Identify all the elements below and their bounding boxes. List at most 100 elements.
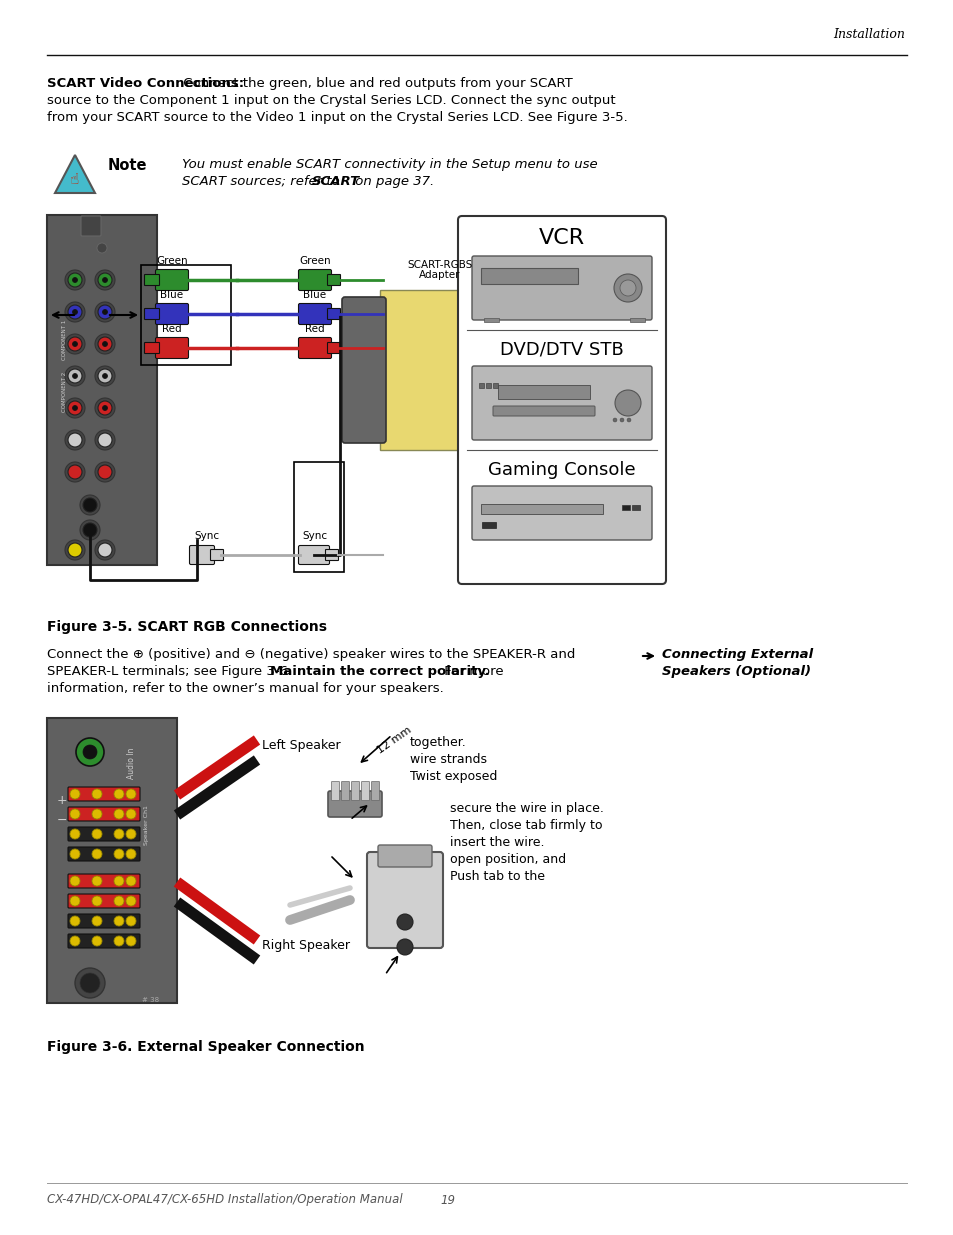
FancyBboxPatch shape: [327, 309, 340, 320]
FancyBboxPatch shape: [459, 356, 468, 364]
Text: on page 37.: on page 37.: [351, 175, 434, 188]
FancyBboxPatch shape: [144, 309, 159, 320]
Circle shape: [68, 466, 82, 479]
Text: together.: together.: [410, 736, 466, 748]
FancyBboxPatch shape: [298, 304, 331, 325]
Circle shape: [91, 848, 102, 860]
Circle shape: [91, 936, 102, 946]
Text: source to the Component 1 input on the Crystal Series LCD. Connect the sync outp: source to the Component 1 input on the C…: [47, 94, 615, 107]
FancyBboxPatch shape: [325, 550, 338, 561]
Circle shape: [80, 520, 100, 540]
Text: # 38: # 38: [142, 997, 159, 1003]
Circle shape: [113, 848, 124, 860]
Circle shape: [68, 401, 82, 415]
Circle shape: [65, 540, 85, 559]
Text: For more: For more: [439, 664, 503, 678]
FancyBboxPatch shape: [68, 894, 140, 908]
FancyBboxPatch shape: [459, 427, 468, 436]
FancyBboxPatch shape: [327, 274, 340, 285]
Circle shape: [65, 303, 85, 322]
FancyBboxPatch shape: [459, 410, 468, 419]
Polygon shape: [55, 156, 95, 193]
Circle shape: [102, 373, 108, 378]
Circle shape: [113, 809, 124, 819]
FancyBboxPatch shape: [457, 216, 665, 584]
FancyBboxPatch shape: [379, 290, 459, 450]
FancyBboxPatch shape: [480, 504, 602, 514]
Text: Figure 3-5. SCART RGB Connections: Figure 3-5. SCART RGB Connections: [47, 620, 327, 634]
Circle shape: [91, 876, 102, 885]
FancyBboxPatch shape: [629, 317, 644, 322]
Text: You must enable SCART connectivity in the Setup menu to use: You must enable SCART connectivity in th…: [182, 158, 597, 170]
Circle shape: [70, 876, 80, 885]
Text: Speakers (Optional): Speakers (Optional): [661, 664, 810, 678]
Text: Installation: Installation: [832, 28, 904, 42]
Text: Blue: Blue: [160, 290, 183, 300]
Text: Sync: Sync: [194, 531, 219, 541]
FancyBboxPatch shape: [68, 847, 140, 861]
FancyBboxPatch shape: [341, 296, 386, 443]
Text: VCR: VCR: [538, 228, 584, 248]
FancyBboxPatch shape: [459, 373, 468, 383]
FancyBboxPatch shape: [47, 215, 157, 564]
Text: open position, and: open position, and: [450, 853, 565, 866]
FancyBboxPatch shape: [68, 787, 140, 802]
Circle shape: [95, 462, 115, 482]
Text: COMPONENT 2: COMPONENT 2: [63, 372, 68, 412]
Text: SCART-RGBS: SCART-RGBS: [407, 261, 472, 270]
Circle shape: [68, 337, 82, 351]
Circle shape: [95, 540, 115, 559]
Circle shape: [68, 433, 82, 447]
FancyBboxPatch shape: [331, 782, 339, 800]
Text: +: +: [56, 794, 68, 806]
FancyBboxPatch shape: [377, 845, 432, 867]
Circle shape: [72, 278, 77, 283]
Circle shape: [75, 968, 105, 998]
FancyBboxPatch shape: [472, 487, 651, 540]
Circle shape: [126, 916, 136, 926]
Circle shape: [95, 303, 115, 322]
Text: ☝: ☝: [71, 173, 79, 188]
Circle shape: [91, 897, 102, 906]
Circle shape: [95, 366, 115, 387]
Circle shape: [98, 401, 112, 415]
Text: information, refer to the owner’s manual for your speakers.: information, refer to the owner’s manual…: [47, 682, 443, 695]
Circle shape: [72, 405, 77, 410]
FancyBboxPatch shape: [459, 320, 468, 329]
Circle shape: [91, 809, 102, 819]
Circle shape: [83, 745, 97, 760]
Text: −: −: [56, 814, 67, 826]
FancyBboxPatch shape: [144, 342, 159, 353]
Text: from your SCART source to the Video 1 input on the Crystal Series LCD. See Figur: from your SCART source to the Video 1 in…: [47, 111, 627, 124]
Circle shape: [80, 495, 100, 515]
Text: Figure 3-6. External Speaker Connection: Figure 3-6. External Speaker Connection: [47, 1040, 364, 1053]
Text: Right Speaker: Right Speaker: [262, 939, 350, 951]
Text: 12 mm: 12 mm: [375, 725, 413, 756]
Text: Sync: Sync: [302, 531, 327, 541]
FancyBboxPatch shape: [155, 269, 189, 290]
Text: Note: Note: [108, 158, 148, 173]
Circle shape: [98, 433, 112, 447]
Circle shape: [126, 876, 136, 885]
Text: Twist exposed: Twist exposed: [410, 769, 497, 783]
FancyBboxPatch shape: [472, 256, 651, 320]
Circle shape: [70, 936, 80, 946]
Circle shape: [614, 274, 641, 303]
FancyBboxPatch shape: [298, 269, 331, 290]
FancyBboxPatch shape: [459, 337, 468, 347]
FancyBboxPatch shape: [298, 546, 329, 564]
Circle shape: [65, 333, 85, 354]
Text: SPEAKER-L terminals; see Figure 3-6.: SPEAKER-L terminals; see Figure 3-6.: [47, 664, 296, 678]
Circle shape: [626, 417, 630, 422]
Circle shape: [619, 417, 623, 422]
FancyBboxPatch shape: [459, 301, 468, 310]
Circle shape: [91, 916, 102, 926]
Text: Speaker Ch1: Speaker Ch1: [144, 805, 150, 845]
Circle shape: [396, 914, 413, 930]
Text: 19: 19: [439, 1193, 455, 1207]
Circle shape: [70, 916, 80, 926]
Circle shape: [619, 280, 636, 296]
Text: Then, close tab firmly to: Then, close tab firmly to: [450, 819, 602, 832]
FancyBboxPatch shape: [497, 385, 589, 399]
FancyBboxPatch shape: [480, 268, 578, 284]
